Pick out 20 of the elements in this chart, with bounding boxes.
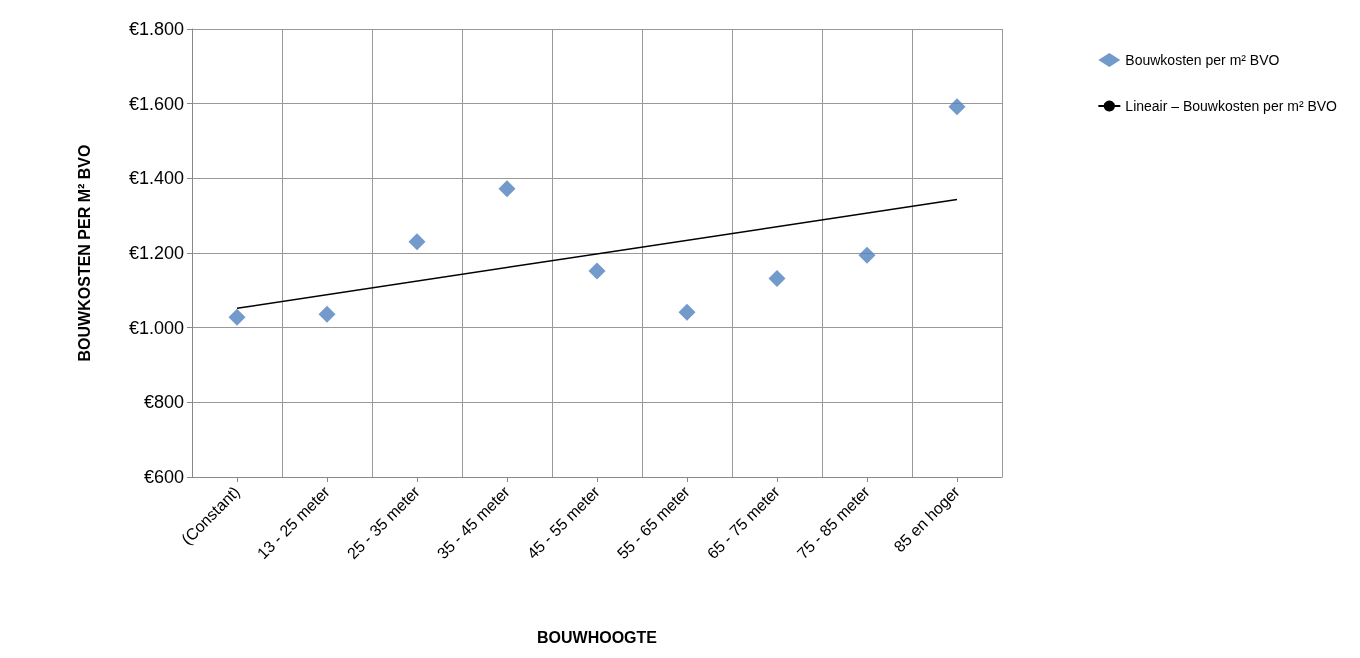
y-tick-label: €800 <box>143 392 184 413</box>
y-tick-label: €1.000 <box>128 317 184 338</box>
legend-label: Bouwkosten per m² BVO <box>1125 52 1280 68</box>
point <box>498 180 516 198</box>
point <box>228 308 246 326</box>
y-tick-label: €1.600 <box>128 93 184 114</box>
y-tick-label: €1.400 <box>128 168 184 189</box>
point <box>858 246 876 264</box>
point <box>678 303 696 321</box>
y-tick-label: €1.800 <box>128 19 184 39</box>
point <box>318 305 336 323</box>
legend-label: Lineair – Bouwkosten per m² BVO <box>1125 98 1338 114</box>
point <box>408 233 426 251</box>
point <box>948 98 966 116</box>
point <box>588 262 606 280</box>
point <box>768 269 786 287</box>
y-tick-label: €600 <box>143 467 184 487</box>
y-tick-label: €1.200 <box>128 243 184 263</box>
x-axis-title: BOUWHOOGTE <box>537 628 658 646</box>
y-axis-title: BOUWKOSTEN PER M² BVO <box>75 144 93 362</box>
